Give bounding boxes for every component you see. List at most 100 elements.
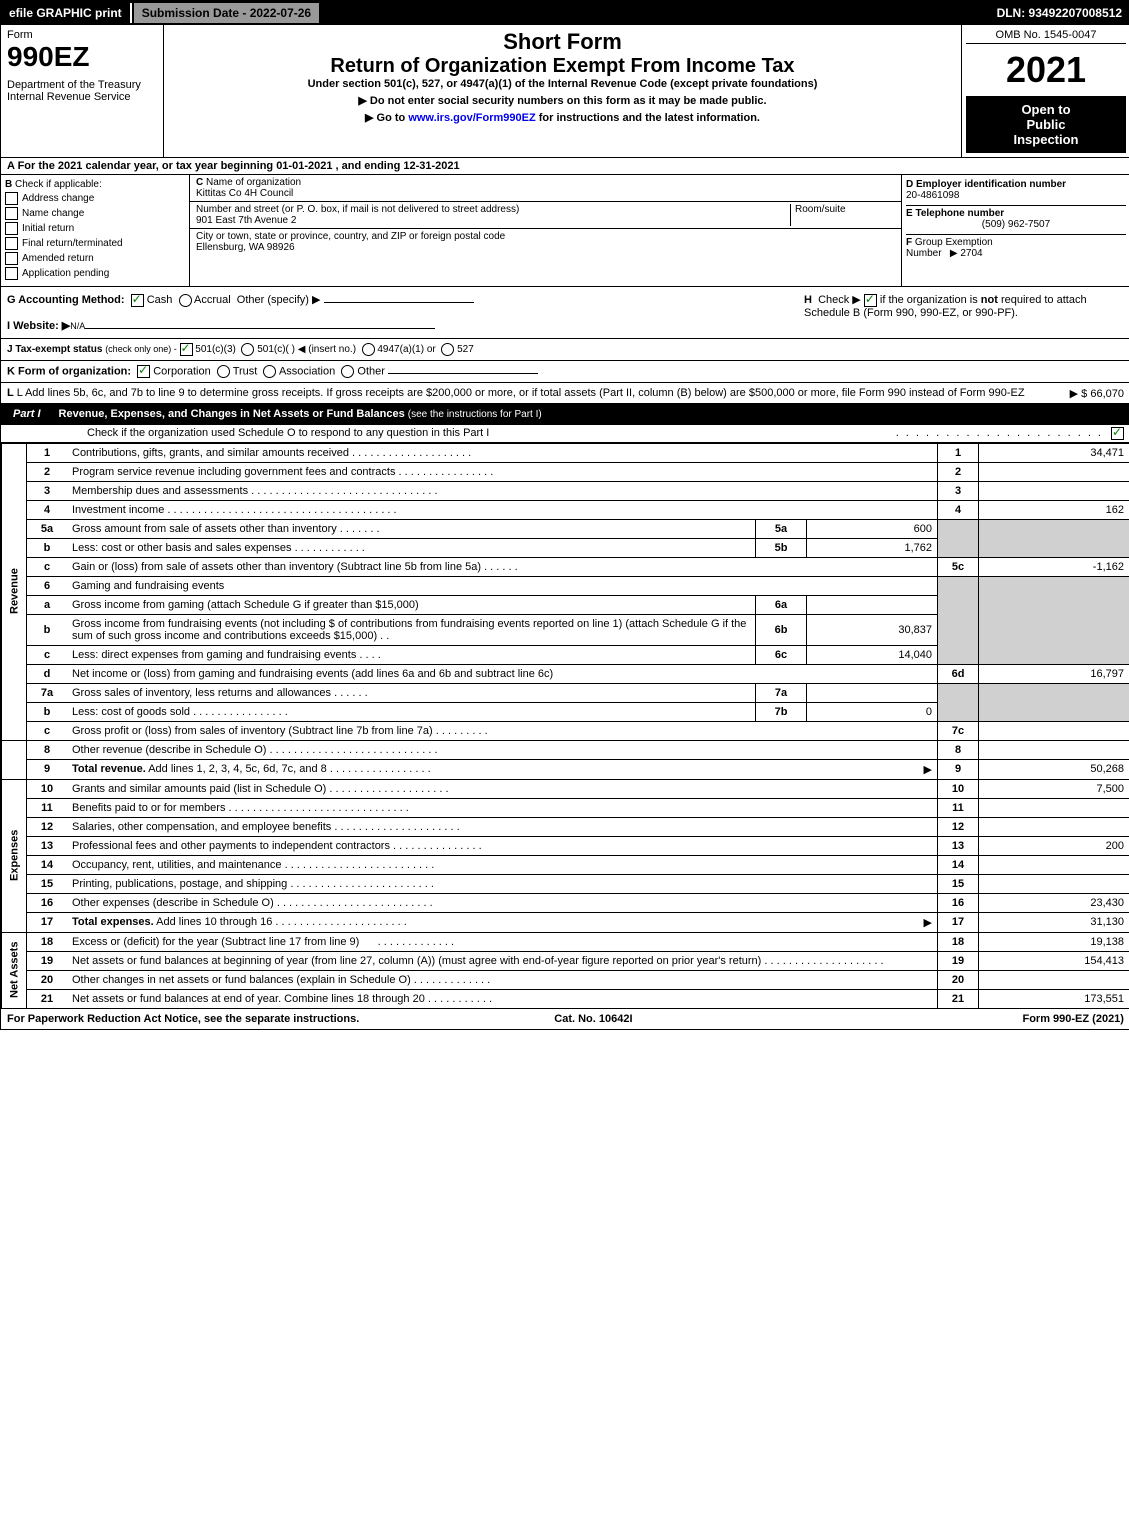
dln-number: DLN: 93492207008512 <box>989 3 1129 23</box>
group-value: 2704 <box>960 248 982 259</box>
footer-left: For Paperwork Reduction Act Notice, see … <box>7 1013 359 1025</box>
phone-value: (509) 962-7507 <box>906 219 1126 230</box>
radio-4947[interactable] <box>362 343 375 356</box>
section-l-text: L Add lines 5b, 6c, and 7b to line 9 to … <box>17 387 1025 399</box>
part-1-label: Part I <box>3 406 51 422</box>
header-left: Form 990EZ Department of the TreasuryInt… <box>1 25 164 157</box>
org-name-row: C Name of organization Kittitas Co 4H Co… <box>190 175 901 202</box>
section-gh: G Accounting Method: Cash Accrual Other … <box>1 287 1129 339</box>
omb-number: OMB No. 1545-0047 <box>966 29 1126 44</box>
form-title: Return of Organization Exempt From Incom… <box>168 55 957 78</box>
line-4: 4 Investment income . . . . . . . . . . … <box>2 500 1129 519</box>
line-14: 14 Occupancy, rent, utilities, and maint… <box>2 855 1129 874</box>
section-l: L L Add lines 5b, 6c, and 7b to line 9 t… <box>1 383 1129 404</box>
short-form-title: Short Form <box>168 29 957 55</box>
phone-label: E Telephone number <box>906 208 1004 219</box>
form-container: efile GRAPHIC print Submission Date - 20… <box>0 0 1129 1030</box>
line-16: 16 Other expenses (describe in Schedule … <box>2 893 1129 912</box>
ein-value: 20-4861098 <box>906 190 959 201</box>
checkbox-initial-return[interactable]: Initial return <box>5 222 185 235</box>
checkbox-application-pending[interactable]: Application pending <box>5 267 185 280</box>
other-specify-input[interactable] <box>324 302 474 303</box>
section-k: K Form of organization: Corporation Trus… <box>1 361 1129 383</box>
room-suite-label: Room/suite <box>791 204 895 226</box>
line-17: 17 Total expenses. Add lines 10 through … <box>2 912 1129 932</box>
header-center: Short Form Return of Organization Exempt… <box>164 25 962 157</box>
inspection-badge: Open toPublicInspection <box>966 96 1126 153</box>
top-bar: efile GRAPHIC print Submission Date - 20… <box>1 1 1129 25</box>
radio-trust[interactable] <box>217 365 230 378</box>
department-label: Department of the TreasuryInternal Reven… <box>7 79 157 103</box>
city-row: City or town, state or province, country… <box>190 229 901 255</box>
line-18: Net Assets 18 Excess or (deficit) for th… <box>2 932 1129 951</box>
part-1-title: Revenue, Expenses, and Changes in Net As… <box>59 408 542 420</box>
net-assets-vertical-label: Net Assets <box>2 932 27 1008</box>
checkbox-corporation[interactable] <box>137 365 150 378</box>
checkbox-schedule-o[interactable] <box>1111 427 1124 440</box>
footer-right: Form 990-EZ (2021) <box>1022 1013 1124 1025</box>
header-right: OMB No. 1545-0047 2021 Open toPublicInsp… <box>962 25 1129 157</box>
checkbox-name-change[interactable]: Name change <box>5 207 185 220</box>
street-label: Number and street (or P. O. box, if mail… <box>196 204 786 215</box>
form-subtitle: Under section 501(c), 527, or 4947(a)(1)… <box>168 78 957 90</box>
radio-other[interactable] <box>341 365 354 378</box>
street-row: Number and street (or P. O. box, if mail… <box>190 202 901 229</box>
irs-link[interactable]: www.irs.gov/Form990EZ <box>408 112 535 124</box>
revenue-vertical-label: Revenue <box>2 443 27 740</box>
section-k-label: K Form of organization: <box>7 365 131 377</box>
radio-501c[interactable] <box>241 343 254 356</box>
line-5c: c Gain or (loss) from sale of assets oth… <box>2 557 1129 576</box>
form-number: 990EZ <box>7 41 157 73</box>
line-9: 9 Total revenue. Add lines 1, 2, 3, 4, 5… <box>2 759 1129 779</box>
header-row: Form 990EZ Department of the TreasuryInt… <box>1 25 1129 158</box>
accounting-label: G Accounting Method: <box>7 294 125 306</box>
line-2: 2 Program service revenue including gove… <box>2 462 1129 481</box>
radio-association[interactable] <box>263 365 276 378</box>
ein-row: D Employer identification number 20-4861… <box>906 179 1126 201</box>
line-5a: 5a Gross amount from sale of assets othe… <box>2 519 1129 538</box>
group-row: F Group ExemptionNumber ▶ 2704 <box>906 234 1126 259</box>
checkbox-cash[interactable] <box>131 294 144 307</box>
efile-label[interactable]: efile GRAPHIC print <box>1 3 132 23</box>
expenses-vertical-label: Expenses <box>2 779 27 932</box>
section-a-text: A For the 2021 calendar year, or tax yea… <box>7 160 460 172</box>
phone-row: E Telephone number (509) 962-7507 <box>906 205 1126 230</box>
footer-center: Cat. No. 10642I <box>554 1013 632 1025</box>
checkbox-address-change[interactable]: Address change <box>5 192 185 205</box>
footer: For Paperwork Reduction Act Notice, see … <box>1 1009 1129 1029</box>
section-h: H Check ▶ if the organization is not req… <box>804 293 1124 332</box>
radio-accrual[interactable] <box>179 294 192 307</box>
line-10: Expenses 10 Grants and similar amounts p… <box>2 779 1129 798</box>
line-6: 6 Gaming and fundraising events <box>2 576 1129 595</box>
org-name-label: C Name of organization <box>196 177 895 188</box>
checkbox-schedule-b[interactable] <box>864 294 877 307</box>
line-13: 13 Professional fees and other payments … <box>2 836 1129 855</box>
submission-date: Submission Date - 2022-07-26 <box>134 3 319 23</box>
section-c: C Name of organization Kittitas Co 4H Co… <box>190 175 902 286</box>
note-link: ▶ Go to www.irs.gov/Form990EZ for instru… <box>168 111 957 124</box>
radio-527[interactable] <box>441 343 454 356</box>
section-a: A For the 2021 calendar year, or tax yea… <box>1 158 1129 175</box>
note-ssn: ▶ Do not enter social security numbers o… <box>168 94 957 107</box>
line-12: 12 Salaries, other compensation, and emp… <box>2 817 1129 836</box>
line-15: 15 Printing, publications, postage, and … <box>2 874 1129 893</box>
section-b-heading: B Check if applicable: <box>5 179 185 190</box>
section-d: D Employer identification number 20-4861… <box>902 175 1129 286</box>
line-7c: c Gross profit or (loss) from sales of i… <box>2 721 1129 740</box>
section-g: G Accounting Method: Cash Accrual Other … <box>7 293 804 332</box>
ein-label: D Employer identification number <box>906 179 1066 190</box>
checkbox-final-return[interactable]: Final return/terminated <box>5 237 185 250</box>
line-8: 8 Other revenue (describe in Schedule O)… <box>2 740 1129 759</box>
city-label: City or town, state or province, country… <box>196 231 895 242</box>
checkbox-501c3[interactable] <box>180 343 193 356</box>
revenue-table: Revenue 1 Contributions, gifts, grants, … <box>1 443 1129 1009</box>
line-1: Revenue 1 Contributions, gifts, grants, … <box>2 443 1129 462</box>
org-name: Kittitas Co 4H Council <box>196 188 895 199</box>
line-20: 20 Other changes in net assets or fund b… <box>2 970 1129 989</box>
part-1-header: Part I Revenue, Expenses, and Changes in… <box>1 404 1129 425</box>
line-6d: d Net income or (loss) from gaming and f… <box>2 664 1129 683</box>
checkbox-amended-return[interactable]: Amended return <box>5 252 185 265</box>
section-b: B Check if applicable: Address change Na… <box>1 175 190 286</box>
website-value: N/A <box>70 321 85 331</box>
line-19: 19 Net assets or fund balances at beginn… <box>2 951 1129 970</box>
